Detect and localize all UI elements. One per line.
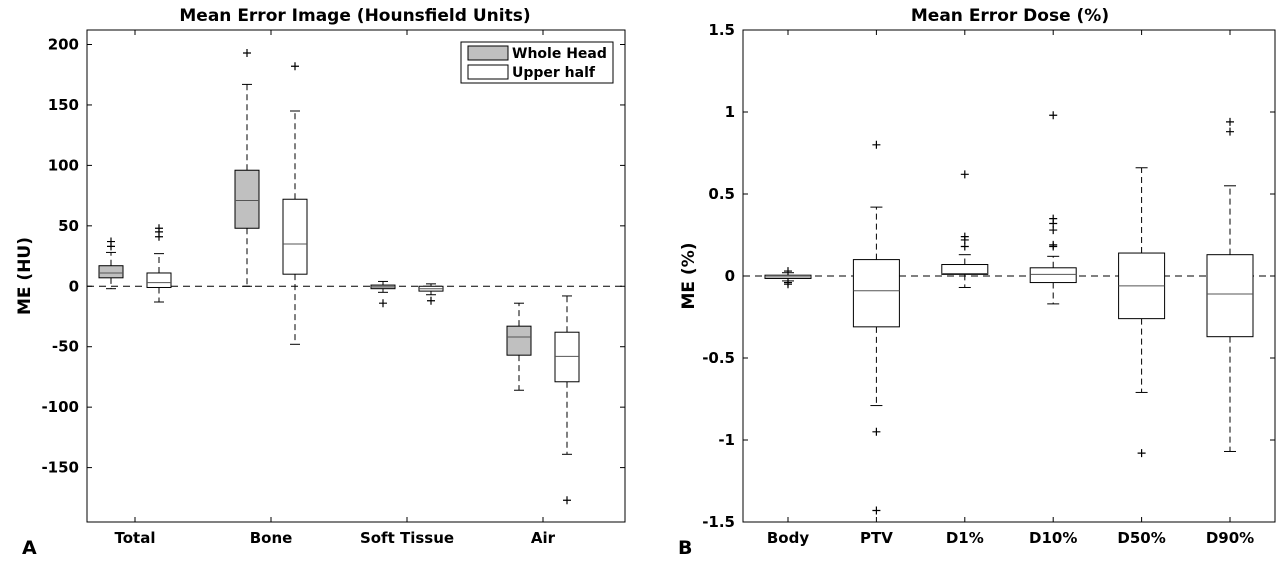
outlier-point — [1226, 127, 1234, 136]
y-tick-label: -1 — [718, 431, 735, 449]
legend-label-upper-half: Upper half — [512, 65, 596, 81]
y-tick-label: -100 — [41, 398, 79, 416]
chart-title: Mean Error Dose (%) — [911, 6, 1109, 26]
outlier-point — [960, 232, 969, 241]
y-axis-label: ME (HU) — [15, 237, 35, 315]
axes-frame — [86, 29, 626, 523]
y-tick-label: -150 — [41, 459, 79, 477]
outlier-point — [379, 299, 387, 308]
x-tick-label: D50% — [1117, 529, 1165, 547]
y-tick-label: 100 — [48, 156, 79, 174]
y-axis-label: ME (%) — [679, 242, 699, 309]
outlier-point — [784, 267, 792, 276]
box-plot — [418, 283, 444, 305]
y-tick-label: 1.5 — [708, 21, 735, 39]
box — [852, 259, 900, 328]
outlier-point — [960, 170, 969, 179]
box-plot — [146, 224, 172, 303]
chart-title: Mean Error Image (Hounsfield Units) — [179, 6, 530, 26]
box-plot — [1029, 111, 1077, 305]
box-plot — [98, 237, 124, 290]
box — [554, 331, 580, 383]
outlier-point — [243, 48, 251, 57]
outlier-point — [784, 278, 792, 287]
x-tick-label: D1% — [946, 529, 984, 547]
y-tick-label: 0 — [69, 277, 79, 295]
chart-hounsfield: Mean Error Image (Hounsfield Units) ME (… — [15, 6, 626, 559]
x-tick-label: PTV — [860, 529, 893, 547]
box-plot — [764, 267, 812, 289]
outlier-point — [1049, 240, 1058, 249]
outlier-point — [872, 506, 881, 515]
outlier-point — [291, 62, 299, 71]
outlier-point — [872, 140, 881, 149]
box-plot — [370, 280, 396, 308]
box-plot — [282, 62, 308, 345]
x-tick-label: Bone — [250, 529, 293, 547]
outlier-point — [563, 496, 571, 505]
outlier-point — [427, 296, 435, 305]
panel-label: A — [22, 537, 37, 559]
box-plot — [506, 302, 532, 391]
y-tick-label: 0.5 — [708, 185, 735, 203]
box — [98, 265, 124, 279]
panel-label: B — [678, 537, 692, 559]
outlier-point — [1049, 214, 1058, 223]
y-tick-label: 150 — [48, 96, 79, 114]
box-plot — [852, 140, 900, 515]
box — [506, 325, 532, 356]
legend-swatch-upper-half — [467, 64, 509, 80]
x-tick-label: Air — [531, 529, 556, 547]
box-plot — [554, 295, 580, 505]
outlier-point — [872, 427, 881, 436]
box — [234, 169, 260, 229]
outlier-point — [1049, 111, 1058, 120]
legend: Whole Head Upper half — [460, 41, 614, 84]
box — [1029, 267, 1077, 284]
plot-area: 1.5 1 0.5 0 -0.5 -1 -1.5 Body PTV D1% D10% D50% D90% — [702, 21, 1276, 547]
y-tick-label: 200 — [48, 36, 79, 54]
box — [1206, 254, 1254, 338]
chart-dose: Mean Error Dose (%) ME (%) B 1.5 1 0.5 0 -0.… — [678, 6, 1276, 559]
y-tick-label: -0.5 — [702, 349, 735, 367]
box-plot — [941, 170, 989, 288]
x-tick-label: Total — [115, 529, 156, 547]
legend-swatch-whole-head — [467, 45, 509, 61]
y-tick-label: 50 — [58, 217, 79, 235]
outlier-point — [1137, 449, 1146, 458]
box — [282, 198, 308, 275]
plot-area: 200 150 100 50 0 -50 -100 -150 Total Bone Soft Tis… — [41, 29, 626, 547]
box-plot — [1118, 167, 1166, 458]
legend-label-whole-head: Whole Head — [512, 46, 607, 62]
x-tick-label: D90% — [1206, 529, 1254, 547]
y-tick-label: -1.5 — [702, 513, 735, 531]
y-tick-label: 0 — [725, 267, 735, 285]
outlier-point — [155, 224, 163, 233]
x-tick-label: D10% — [1029, 529, 1077, 547]
box-plot — [234, 48, 260, 287]
outlier-point — [1226, 117, 1234, 126]
x-tick-label: Body — [767, 529, 809, 547]
outlier-point — [107, 237, 115, 246]
y-tick-label: -50 — [52, 338, 79, 356]
box-plot — [1206, 117, 1254, 452]
y-tick-label: 1 — [725, 103, 735, 121]
box — [146, 272, 172, 288]
box — [941, 264, 989, 275]
x-tick-label: Soft Tissue — [360, 529, 454, 547]
